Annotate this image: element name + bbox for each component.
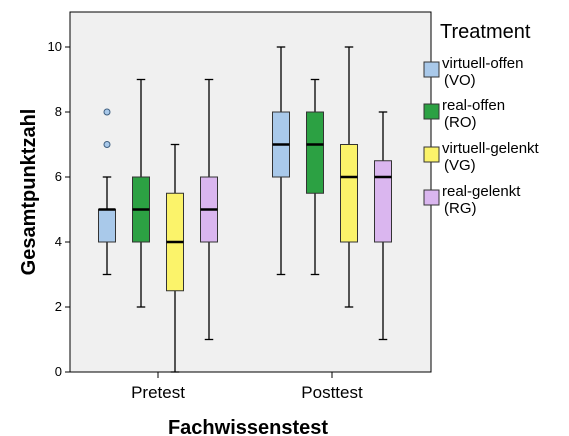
y-tick-label: 2 [55,299,62,314]
y-axis-title: Gesamtpunktzahl [18,109,40,276]
box-posttest-3 [340,46,358,308]
x-category-label: Posttest [301,383,363,402]
y-tick-label: 10 [48,39,62,54]
legend-item: real-gelenkt(RG) [423,183,521,217]
box-iqr [306,111,324,194]
legend-swatch [423,103,440,120]
legend-item: virtuell-gelenkt(VG) [423,140,540,174]
x-category-label: Pretest [131,383,185,402]
box-iqr [340,144,358,243]
legend-item: real-offen(RO) [423,97,505,131]
box-pretest-3 [166,143,184,373]
legend-swatch [423,61,440,78]
box-posttest-2 [306,78,324,276]
legend-label-line1: real-gelenkt [442,183,521,200]
box-posttest-1 [272,46,290,276]
box-pretest-4 [200,78,218,341]
y-tick-label: 8 [55,104,62,119]
box-iqr [374,160,392,243]
box-iqr [98,209,116,243]
legend: Treatment virtuell-offen(VO)real-offen(R… [423,21,540,217]
outlier-point [103,141,111,148]
legend-label-line1: virtuell-gelenkt [442,140,540,157]
x-axis-title: Fachwissenstest [168,417,328,436]
y-axis: 0 2 4 6 8 10 [48,39,70,379]
plot-area [69,11,432,373]
legend-title: Treatment [440,21,531,43]
legend-item: virtuell-offen(VO) [423,55,523,89]
y-tick-label: 6 [55,169,62,184]
legend-label-line2: (VO) [444,72,476,89]
box-series [98,46,392,373]
legend-swatch [423,189,440,206]
legend-swatch [423,146,440,163]
y-tick-label: 4 [55,234,62,249]
x-axis: Pretest Posttest [131,372,363,402]
box-pretest-1 [98,108,116,276]
legend-label-line1: virtuell-offen [442,55,523,72]
legend-label-line2: (VG) [444,157,476,174]
legend-label-line2: (RO) [444,114,477,131]
outlier-point [103,108,111,116]
box-posttest-4 [374,111,392,341]
legend-label-line1: real-offen [442,97,505,114]
legend-label-line2: (RG) [444,200,477,217]
box-pretest-2 [132,78,150,308]
y-tick-label: 0 [55,364,62,379]
